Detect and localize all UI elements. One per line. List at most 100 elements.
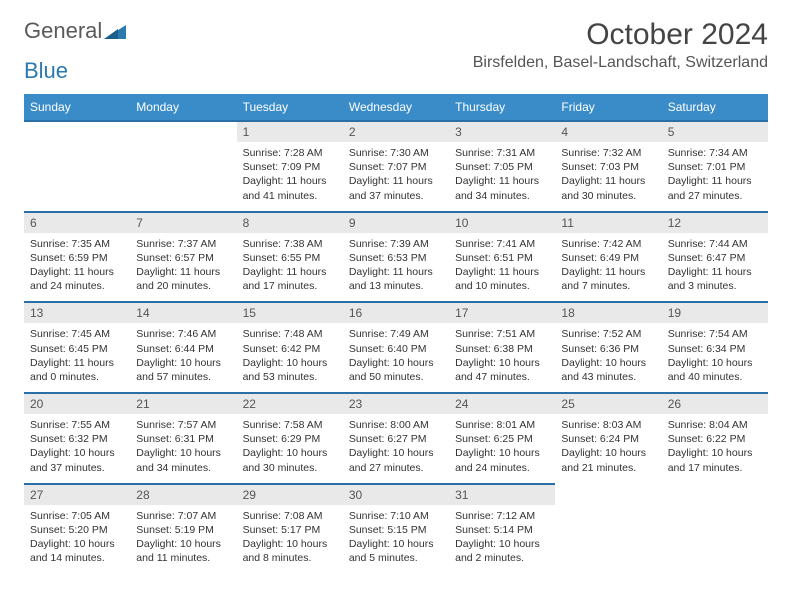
sunset-text: Sunset: 6:36 PM	[561, 342, 655, 356]
day-detail-cell: Sunrise: 7:57 AMSunset: 6:31 PMDaylight:…	[130, 414, 236, 484]
day-number-cell: 29	[237, 484, 343, 505]
day-number-cell	[24, 121, 130, 142]
day-number-cell: 8	[237, 212, 343, 233]
sunrise-text: Sunrise: 7:46 AM	[136, 327, 230, 341]
sunset-text: Sunset: 6:49 PM	[561, 251, 655, 265]
calendar-table: Sunday Monday Tuesday Wednesday Thursday…	[24, 94, 768, 573]
day2-text: and 30 minutes.	[561, 189, 655, 203]
sunset-text: Sunset: 6:25 PM	[455, 432, 549, 446]
day2-text: and 17 minutes.	[243, 279, 337, 293]
day-body-row: Sunrise: 7:45 AMSunset: 6:45 PM Daylight:…	[24, 323, 768, 393]
day-detail-cell: Sunrise: 7:28 AMSunset: 7:09 PMDaylight:…	[237, 142, 343, 212]
day-number-cell: 17	[449, 302, 555, 323]
day1-text: Daylight: 11 hours	[668, 174, 762, 188]
brand-logo: General	[24, 18, 126, 44]
weekday-header: Sunday	[24, 94, 130, 121]
weekday-header: Saturday	[662, 94, 768, 121]
day-detail-cell: Sunrise: 7:42 AMSunset: 6:49 PMDaylight:…	[555, 233, 661, 303]
day2-text: and 37 minutes.	[349, 189, 443, 203]
calendar-page: General October 2024 Birsfelden, Basel-L…	[0, 0, 792, 591]
day-detail-cell: Sunrise: 7:05 AMSunset: 5:20 PMDaylight:…	[24, 505, 130, 574]
sunset-text: Sunset: 6:27 PM	[349, 432, 443, 446]
day-number-cell	[555, 484, 661, 505]
daynum-row: 6789101112	[24, 212, 768, 233]
sunrise-text: Sunrise: 7:12 AM	[455, 509, 549, 523]
sunset-text: Sunset: 6:53 PM	[349, 251, 443, 265]
day2-text: and 7 minutes.	[561, 279, 655, 293]
day2-text: and 34 minutes.	[136, 461, 230, 475]
sunset-text: Sunset: 6:22 PM	[668, 432, 762, 446]
day-number-cell: 13	[24, 302, 130, 323]
day-number-cell: 20	[24, 393, 130, 414]
day2-text: and 27 minutes.	[668, 189, 762, 203]
day-number-cell: 4	[555, 121, 661, 142]
day2-text: and 10 minutes.	[455, 279, 549, 293]
day-number-cell: 16	[343, 302, 449, 323]
sunset-text: Sunset: 6:59 PM	[30, 251, 124, 265]
brand-part1: General	[24, 18, 102, 44]
sunrise-text: Sunrise: 7:10 AM	[349, 509, 443, 523]
sunrise-text: Sunrise: 7:08 AM	[243, 509, 337, 523]
day1-text: Daylight: 10 hours	[349, 537, 443, 551]
day2-text: and 30 minutes.	[243, 461, 337, 475]
day1-text: Daylight: 11 hours	[561, 265, 655, 279]
day2-text: and 24 minutes.	[30, 279, 124, 293]
day2-text: and 41 minutes.	[243, 189, 337, 203]
day-number-cell: 25	[555, 393, 661, 414]
day-number-cell: 7	[130, 212, 236, 233]
sunset-text: Sunset: 7:01 PM	[668, 160, 762, 174]
day1-text: Daylight: 10 hours	[30, 537, 124, 551]
day-detail-cell: Sunrise: 7:32 AMSunset: 7:03 PMDaylight:…	[555, 142, 661, 212]
day-detail-cell: Sunrise: 7:58 AMSunset: 6:29 PMDaylight:…	[237, 414, 343, 484]
weekday-header: Friday	[555, 94, 661, 121]
sunrise-text: Sunrise: 7:57 AM	[136, 418, 230, 432]
sunrise-text: Sunrise: 7:32 AM	[561, 146, 655, 160]
day2-text: and 14 minutes.	[30, 551, 124, 565]
day-detail-cell: Sunrise: 7:44 AMSunset: 6:47 PMDaylight:…	[662, 233, 768, 303]
sunrise-text: Sunrise: 7:49 AM	[349, 327, 443, 341]
day-detail-cell: Sunrise: 7:54 AMSunset: 6:34 PMDaylight:…	[662, 323, 768, 393]
day-number-cell: 28	[130, 484, 236, 505]
day2-text: and 3 minutes.	[668, 279, 762, 293]
sunrise-text: Sunrise: 7:45 AM	[30, 327, 124, 341]
sunrise-text: Sunrise: 7:54 AM	[668, 327, 762, 341]
day2-text: and 0 minutes.	[30, 370, 124, 384]
day-number-cell	[662, 484, 768, 505]
day-detail-cell: Sunrise: 7:34 AMSunset: 7:01 PMDaylight:…	[662, 142, 768, 212]
day-detail-cell	[130, 142, 236, 212]
weekday-header: Thursday	[449, 94, 555, 121]
day-detail-cell: Sunrise: 8:00 AMSunset: 6:27 PMDaylight:…	[343, 414, 449, 484]
day1-text: Daylight: 10 hours	[561, 446, 655, 460]
sunrise-text: Sunrise: 7:52 AM	[561, 327, 655, 341]
location-text: Birsfelden, Basel-Landschaft, Switzerlan…	[473, 54, 768, 72]
day-number-cell: 11	[555, 212, 661, 233]
day-detail-cell: Sunrise: 7:46 AMSunset: 6:44 PMDaylight:…	[130, 323, 236, 393]
sunset-text: Sunset: 6:32 PM	[30, 432, 124, 446]
day-detail-cell: Sunrise: 7:39 AMSunset: 6:53 PMDaylight:…	[343, 233, 449, 303]
day-detail-cell: Sunrise: 7:07 AMSunset: 5:19 PMDaylight:…	[130, 505, 236, 574]
logo-triangle-icon	[104, 23, 126, 39]
sunrise-text: Sunrise: 7:37 AM	[136, 237, 230, 251]
daynum-row: 2728293031	[24, 484, 768, 505]
sunrise-text: Sunrise: 7:35 AM	[30, 237, 124, 251]
day-number-cell: 2	[343, 121, 449, 142]
sunset-text: Sunset: 7:05 PM	[455, 160, 549, 174]
day1-text: Daylight: 11 hours	[455, 265, 549, 279]
day-number-cell: 6	[24, 212, 130, 233]
sunrise-text: Sunrise: 7:39 AM	[349, 237, 443, 251]
day-number-cell	[130, 121, 236, 142]
day-detail-cell	[662, 505, 768, 574]
sunset-text: Sunset: 7:07 PM	[349, 160, 443, 174]
daynum-row: 12345	[24, 121, 768, 142]
sunset-text: Sunset: 6:24 PM	[561, 432, 655, 446]
sunrise-text: Sunrise: 8:04 AM	[668, 418, 762, 432]
day-number-cell: 14	[130, 302, 236, 323]
day2-text: and 34 minutes.	[455, 189, 549, 203]
day-detail-cell: Sunrise: 7:48 AMSunset: 6:42 PMDaylight:…	[237, 323, 343, 393]
sunset-text: Sunset: 6:47 PM	[668, 251, 762, 265]
day-detail-cell: Sunrise: 8:03 AMSunset: 6:24 PMDaylight:…	[555, 414, 661, 484]
day1-text: Daylight: 10 hours	[136, 356, 230, 370]
sunset-text: Sunset: 6:45 PM	[30, 342, 124, 356]
sunset-text: Sunset: 5:17 PM	[243, 523, 337, 537]
sunset-text: Sunset: 6:42 PM	[243, 342, 337, 356]
